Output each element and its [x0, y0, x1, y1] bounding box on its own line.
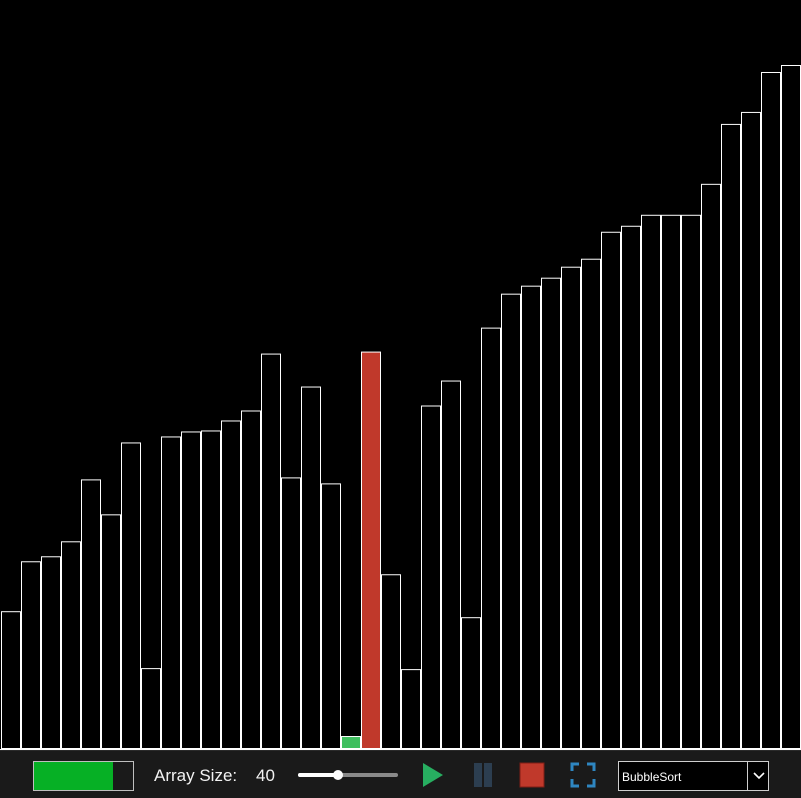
array-bar — [401, 669, 421, 749]
stop-icon — [519, 762, 545, 788]
array-bar — [381, 574, 401, 750]
array-bar — [1, 611, 21, 750]
array-bar — [181, 431, 201, 749]
array-size-label: Array Size: — [154, 766, 238, 785]
algorithm-select[interactable]: BubbleSort — [618, 761, 769, 791]
array-bar — [621, 225, 641, 750]
array-bar — [641, 214, 661, 750]
array-bar — [581, 258, 601, 749]
array-bar — [121, 442, 141, 749]
array-bar — [301, 386, 321, 749]
array-bar — [461, 617, 481, 749]
array-bar — [81, 479, 101, 749]
play-button[interactable] — [420, 762, 446, 788]
array-bar — [321, 483, 341, 749]
array-bar — [41, 556, 61, 749]
array-bar — [501, 293, 521, 749]
fullscreen-button[interactable] — [570, 762, 596, 788]
select-divider — [747, 762, 748, 790]
array-bar — [241, 410, 261, 749]
array-bar — [201, 430, 221, 749]
array-bar — [421, 405, 441, 749]
play-icon — [423, 763, 443, 787]
array-bar — [701, 183, 721, 749]
progress-fill — [34, 762, 114, 790]
array-bar — [541, 277, 561, 749]
array-bar — [661, 214, 681, 750]
array-bar — [781, 65, 801, 749]
pause-icon — [474, 763, 492, 787]
array-bar — [741, 111, 761, 749]
array-bar — [601, 231, 621, 749]
stop-button[interactable] — [519, 762, 545, 788]
pause-button[interactable] — [472, 762, 498, 788]
sort-visualization — [0, 65, 801, 750]
slider-thumb[interactable] — [333, 770, 343, 780]
array-bar — [221, 420, 241, 749]
array-bar — [141, 668, 161, 749]
array-bar — [61, 541, 81, 749]
array-bar — [261, 353, 281, 749]
toolbar: Array Size: 40 BubbleS — [0, 750, 801, 798]
array-bar — [341, 736, 361, 750]
array-bar — [521, 285, 541, 749]
chevron-down-icon — [752, 772, 765, 780]
array-bar — [721, 123, 741, 749]
array-bar — [481, 327, 501, 749]
array-bar — [281, 477, 301, 749]
array-size-slider[interactable] — [298, 767, 398, 783]
array-bar — [161, 436, 181, 749]
array-bar — [101, 514, 121, 750]
array-bar — [21, 561, 41, 750]
slider-track — [298, 773, 398, 777]
select-dropdown-button[interactable] — [749, 762, 768, 790]
array-bar — [761, 71, 781, 749]
bars-chart — [0, 65, 801, 750]
algorithm-select-value: BubbleSort — [622, 770, 682, 784]
array-bar — [441, 380, 461, 749]
slider-fill — [298, 773, 338, 777]
array-size-value: 40 — [256, 766, 275, 785]
array-bar — [361, 351, 381, 749]
array-bar — [561, 266, 581, 749]
progress-bar — [33, 761, 134, 791]
fullscreen-icon — [570, 762, 596, 788]
array-bar — [681, 214, 701, 750]
